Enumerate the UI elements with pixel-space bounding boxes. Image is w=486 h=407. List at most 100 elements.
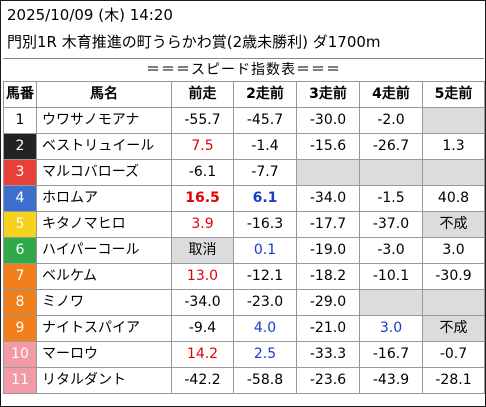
speed-index-cell: -2.0 bbox=[359, 107, 423, 134]
speed-index-cell: -42.2 bbox=[171, 367, 234, 394]
col-header-4-races-ago: 4走前 bbox=[359, 81, 423, 108]
speed-index-cell: 3.9 bbox=[171, 211, 234, 238]
horse-name: ウワサノモアナ bbox=[36, 107, 172, 134]
speed-index-cell: -1.4 bbox=[233, 133, 297, 160]
horse-number: 11 bbox=[3, 367, 37, 394]
horse-name: ハイパーコール bbox=[36, 237, 172, 264]
table-row: 7 ベルケム 13.0 -12.1 -18.2 -10.1 -30.9 bbox=[3, 263, 485, 290]
horse-number: 2 bbox=[3, 133, 37, 160]
horse-number: 10 bbox=[3, 341, 37, 368]
speed-index-cell: -18.2 bbox=[296, 263, 360, 290]
table-row: 11 リタルダント -42.2 -58.8 -23.6 -43.9 -28.1 bbox=[3, 367, 485, 394]
speed-index-cell: 14.2 bbox=[171, 341, 234, 368]
race-datetime: 2025/10/09 (木) 14:20 bbox=[7, 6, 173, 24]
speed-index-cell: -43.9 bbox=[359, 367, 423, 394]
speed-index-cell: 1.3 bbox=[422, 133, 485, 160]
horse-name: ナイトスパイア bbox=[36, 315, 172, 342]
table-body: 1 ウワサノモアナ -55.7 -45.7 -30.0 -2.0 2 ベストリュイール 7.5-… bbox=[3, 107, 485, 394]
table-row: 5 キタノマヒロ 3.9 -16.3 -17.7 -37.0 不成 bbox=[3, 211, 485, 238]
speed-index-cell: -21.0 bbox=[296, 315, 360, 342]
speed-index-cell: -16.7 bbox=[359, 341, 423, 368]
speed-index-cell: -23.0 bbox=[233, 289, 297, 316]
speed-index-cell: -3.0 bbox=[359, 237, 423, 264]
speed-index-cell: -0.7 bbox=[422, 341, 485, 368]
horse-number: 1 bbox=[3, 107, 37, 134]
table-row: 1 ウワサノモアナ -55.7 -45.7 -30.0 -2.0 bbox=[3, 107, 485, 134]
speed-index-cell bbox=[422, 159, 485, 186]
speed-index-cell: -6.1 bbox=[171, 159, 234, 186]
speed-index-table: 馬番 馬名 前走 2走前 3走前 4走前 5走前 1 ウワサノモアナ -55.7 -4… bbox=[3, 81, 485, 394]
speed-index-cell: -7.7 bbox=[233, 159, 297, 186]
speed-index-cell: -1.5 bbox=[359, 185, 423, 212]
speed-index-cell: 不成 bbox=[422, 211, 485, 238]
speed-index-cell: -28.1 bbox=[422, 367, 485, 394]
col-header-3-races-ago: 3走前 bbox=[296, 81, 360, 108]
horse-number: 4 bbox=[3, 185, 37, 212]
horse-name: マーロウ bbox=[36, 341, 172, 368]
speed-index-cell: -19.0 bbox=[296, 237, 360, 264]
speed-index-cell: -9.4 bbox=[171, 315, 234, 342]
table-row: 3 マルコバローズ -6.1 -7.7 bbox=[3, 159, 485, 186]
race-title: 門別1R 木育推進の町うらかわ賞(2歳未勝利) ダ1700m bbox=[7, 33, 381, 51]
col-header-last-race: 前走 bbox=[171, 81, 234, 108]
horse-name: ホロムア bbox=[36, 185, 172, 212]
col-header-name: 馬名 bbox=[36, 81, 172, 108]
horse-name: マルコバローズ bbox=[36, 159, 172, 186]
horse-name: ベルケム bbox=[36, 263, 172, 290]
table-row: 9 ナイトスパイア -9.4 4.0 -21.0 3.0 不成 bbox=[3, 315, 485, 342]
table-row: 2 ベストリュイール 7.5 -1.4 -15.6 -26.7 1.3 bbox=[3, 133, 485, 160]
horse-name: ミノワ bbox=[36, 289, 172, 316]
speed-index-cell: -26.7 bbox=[359, 133, 423, 160]
speed-index-cell: -30.9 bbox=[422, 263, 485, 290]
col-header-5-races-ago: 5走前 bbox=[422, 81, 485, 108]
speed-index-cell: -34.0 bbox=[171, 289, 234, 316]
speed-index-cell: -15.6 bbox=[296, 133, 360, 160]
speed-index-cell: 3.0 bbox=[359, 315, 423, 342]
speed-index-cell: 6.1 bbox=[233, 185, 297, 212]
speed-index-cell: -45.7 bbox=[233, 107, 297, 134]
table-row: 6 ハイパーコール 取消 0.1 -19.0 -3.0 3.0 bbox=[3, 237, 485, 264]
speed-index-cell bbox=[422, 289, 485, 316]
horse-name: リタルダント bbox=[36, 367, 172, 394]
speed-index-cell: 7.5 bbox=[171, 133, 234, 160]
speed-index-cell: -12.1 bbox=[233, 263, 297, 290]
speed-index-cell: 取消 bbox=[171, 237, 234, 264]
speed-index-cell: -58.8 bbox=[233, 367, 297, 394]
speed-index-cell bbox=[359, 159, 423, 186]
speed-index-cell: 40.8 bbox=[422, 185, 485, 212]
horse-number: 5 bbox=[3, 211, 37, 238]
speed-index-cell: -37.0 bbox=[359, 211, 423, 238]
speed-index-cell: 13.0 bbox=[171, 263, 234, 290]
speed-index-cell: -23.6 bbox=[296, 367, 360, 394]
speed-index-cell: 16.5 bbox=[171, 185, 234, 212]
speed-index-cell: -30.0 bbox=[296, 107, 360, 134]
horse-number: 3 bbox=[3, 159, 37, 186]
speed-index-cell: -33.3 bbox=[296, 341, 360, 368]
horse-number: 8 bbox=[3, 289, 37, 316]
col-header-number: 馬番 bbox=[3, 81, 37, 108]
col-header-2-races-ago: 2走前 bbox=[233, 81, 297, 108]
table-row: 8 ミノワ -34.0 -23.0 -29.0 bbox=[3, 289, 485, 316]
speed-index-cell bbox=[296, 159, 360, 186]
speed-index-cell: -17.7 bbox=[296, 211, 360, 238]
table-header-row: 馬番 馬名 前走 2走前 3走前 4走前 5走前 bbox=[3, 81, 485, 108]
horse-number: 7 bbox=[3, 263, 37, 290]
table-row: 4 ホロムア 16.5 6.1 -34.0 -1.5 40.8 bbox=[3, 185, 485, 212]
horse-number: 9 bbox=[3, 315, 37, 342]
table-row: 10 マーロウ 14.2 2.5 -33.3 -16.7 -0.7 bbox=[3, 341, 485, 368]
speed-index-cell: -16.3 bbox=[233, 211, 297, 238]
speed-index-cell bbox=[359, 289, 423, 316]
speed-index-cell: 0.1 bbox=[233, 237, 297, 264]
speed-index-cell: 4.0 bbox=[233, 315, 297, 342]
speed-index-cell: -55.7 bbox=[171, 107, 234, 134]
speed-index-cell bbox=[422, 107, 485, 134]
speed-index-cell: -34.0 bbox=[296, 185, 360, 212]
speed-index-cell: 3.0 bbox=[422, 237, 485, 264]
table-title: ＝＝＝スピード指数表＝＝＝ bbox=[3, 58, 484, 83]
speed-index-cell: 不成 bbox=[422, 315, 485, 342]
speed-index-cell: -29.0 bbox=[296, 289, 360, 316]
horse-number: 6 bbox=[3, 237, 37, 264]
horse-name: ベストリュイール bbox=[36, 133, 172, 160]
speed-index-cell: 2.5 bbox=[233, 341, 297, 368]
